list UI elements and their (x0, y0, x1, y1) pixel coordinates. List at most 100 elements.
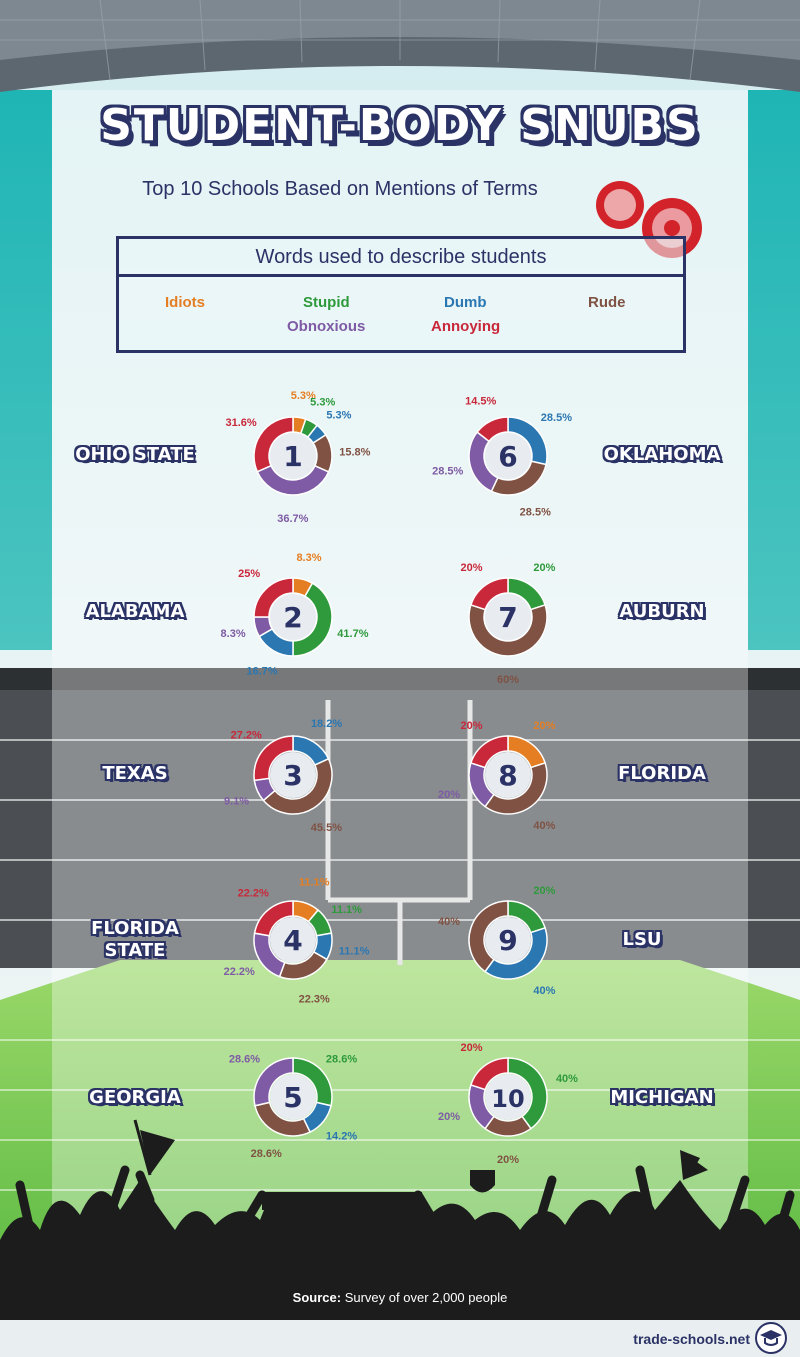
data-label: 60% (497, 674, 519, 686)
donut-slice (469, 1057, 509, 1091)
school-name-9: LSU (622, 929, 662, 950)
donut-center (270, 594, 316, 640)
school-name-3: TEXAS (102, 763, 168, 784)
donut-center (270, 917, 316, 963)
school-name-1: OHIO STATE (75, 444, 195, 465)
data-label: 22.2% (238, 887, 269, 899)
donut-slice (253, 416, 294, 473)
school-name-6: OKLAHOMA (603, 444, 721, 465)
data-label: 9.1% (224, 796, 249, 808)
page-subtitle: Top 10 Schools Based on Mentions of Term… (142, 178, 538, 200)
rank-number: 10 (491, 1085, 524, 1113)
data-label: 28.5% (432, 465, 463, 477)
data-label: 20% (461, 562, 483, 574)
data-label: 20% (461, 1042, 483, 1054)
school-name-8: FLORIDA (618, 763, 706, 784)
data-label: 22.3% (299, 993, 330, 1005)
source-note: Source: Survey of over 2,000 people (0, 1290, 800, 1305)
data-label: 28.5% (520, 507, 551, 519)
rank-number: 2 (283, 601, 302, 634)
data-label: 8.3% (296, 552, 321, 564)
rank-number: 9 (498, 924, 517, 957)
legend-item-rude: Rude (588, 294, 626, 311)
donut-slice (469, 577, 509, 611)
graduation-cap-icon (755, 1322, 787, 1354)
donut-slice (468, 900, 509, 973)
data-label: 18.2% (311, 718, 342, 730)
data-label: 11.1% (331, 904, 362, 916)
legend: Words used to describe students Idiots S… (116, 236, 686, 353)
donut-slice (262, 757, 333, 815)
data-label: 40% (533, 985, 555, 997)
data-label: 8.3% (221, 628, 246, 640)
donut-center (485, 594, 531, 640)
data-label: 27.2% (231, 729, 262, 741)
donut-slice (253, 577, 294, 618)
brand-link[interactable]: trade-schools.net (633, 1331, 750, 1347)
data-label: 45.5% (311, 822, 342, 834)
rank-number: 4 (283, 924, 302, 957)
donut-center (485, 1074, 531, 1120)
data-label: 20% (497, 1154, 519, 1166)
donut-center (485, 917, 531, 963)
data-label: 14.5% (465, 395, 496, 407)
rank-number: 1 (283, 440, 302, 473)
donut-slice (468, 604, 548, 657)
data-label: 28.6% (326, 1053, 357, 1065)
data-label: 22.2% (224, 966, 255, 978)
page-title: STUDENT-BODY SNUBS (100, 100, 700, 151)
donut-slice (253, 735, 294, 782)
data-label: 28.6% (229, 1053, 260, 1065)
rank-number: 8 (498, 759, 517, 792)
donut-slice (469, 735, 509, 769)
rank-number: 3 (283, 759, 302, 792)
rank-number: 7 (498, 601, 517, 634)
legend-title: Words used to describe students (119, 239, 683, 277)
donut-center (485, 433, 531, 479)
data-label: 20% (461, 720, 483, 732)
data-label: 40% (556, 1073, 578, 1085)
source-text: Survey of over 2,000 people (344, 1290, 508, 1305)
data-label: 40% (438, 916, 460, 928)
data-label: 20% (438, 789, 460, 801)
donut-slice (253, 900, 294, 937)
donut-center (270, 433, 316, 479)
donut-slice (476, 416, 509, 443)
data-label: 31.6% (225, 417, 256, 429)
legend-item-obnoxious: Obnoxious (287, 318, 366, 335)
data-label: 41.7% (337, 628, 368, 640)
donut-center (485, 752, 531, 798)
data-label: 5.3% (326, 409, 351, 421)
data-label: 20% (533, 885, 555, 897)
legend-item-dumb: Dumb (444, 294, 487, 311)
legend-item-annoying: Annoying (431, 318, 501, 335)
data-label: 28.6% (251, 1148, 282, 1160)
donut-center (270, 752, 316, 798)
source-label: Source: (292, 1290, 342, 1305)
data-label: 16.7% (246, 666, 277, 678)
data-label: 25% (238, 568, 260, 580)
legend-item-idiots: Idiots (165, 294, 205, 311)
donut-slice (253, 1057, 294, 1107)
data-label: 28.5% (541, 412, 572, 424)
data-label: 5.3% (291, 390, 316, 402)
data-label: 40% (533, 820, 555, 832)
rank-number: 5 (283, 1081, 302, 1114)
data-label: 11.1% (299, 877, 330, 889)
school-name-2: ALABAMA (85, 601, 185, 622)
school-name-5: GEORGIA (89, 1087, 181, 1108)
school-name-10: MICHIGAN (610, 1087, 714, 1108)
rank-number: 6 (498, 440, 517, 473)
data-label: 36.7% (277, 513, 308, 525)
legend-item-stupid: Stupid (303, 294, 350, 311)
data-label: 20% (438, 1111, 460, 1123)
donut-center (270, 1074, 316, 1120)
data-label: 11.1% (339, 946, 370, 958)
data-label: 20% (533, 720, 555, 732)
data-label: 14.2% (326, 1131, 357, 1143)
data-label: 15.8% (339, 446, 370, 458)
school-name-7: AUBURN (619, 601, 705, 622)
school-name-4: FLORIDA STATE (91, 918, 179, 961)
data-label: 20% (533, 562, 555, 574)
